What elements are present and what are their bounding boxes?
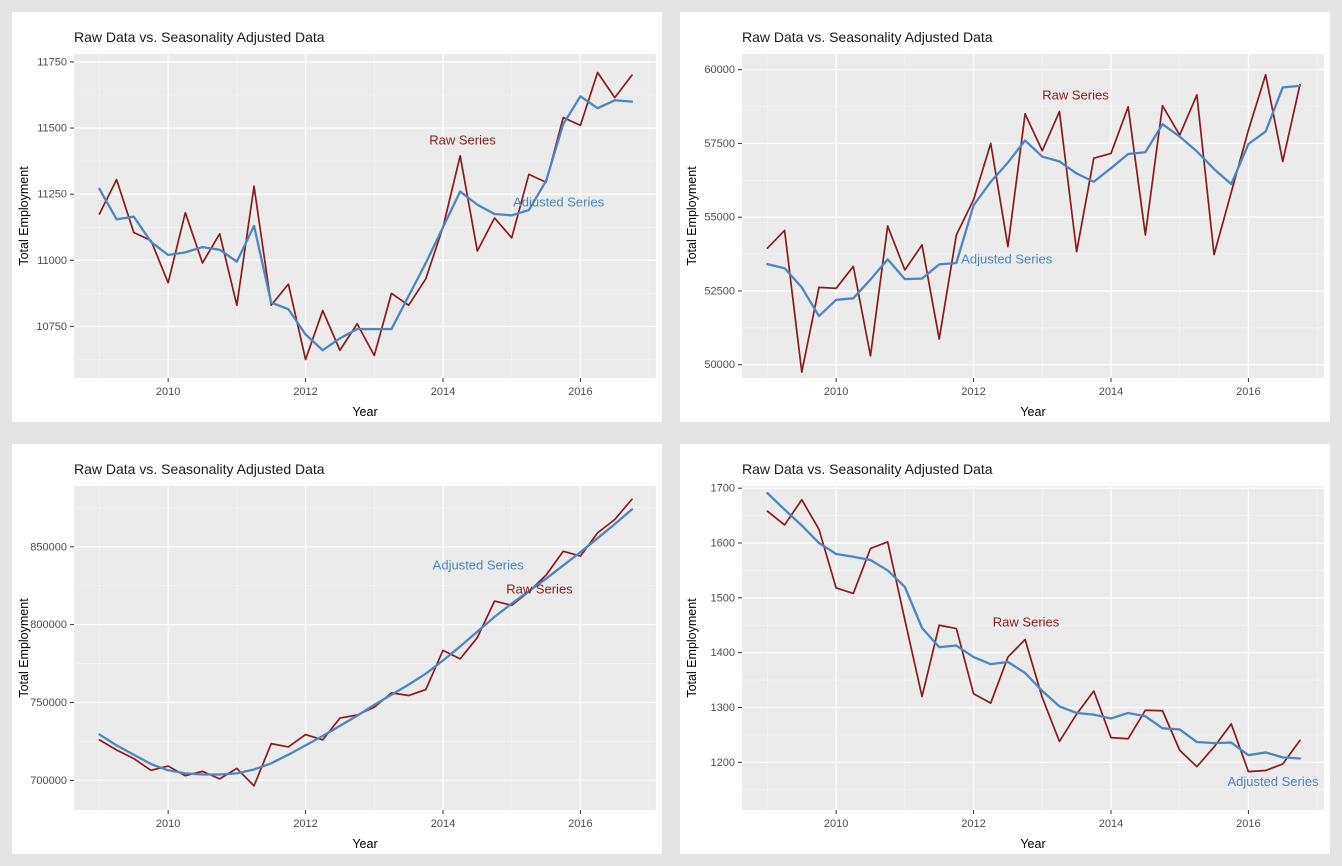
- x-tick-label: 2014: [1099, 818, 1123, 830]
- x-tick-label: 2010: [156, 386, 180, 398]
- y-tick-label: 50000: [704, 359, 735, 371]
- y-tick-label: 1500: [711, 592, 735, 604]
- adjusted-series-label: Adjusted Series: [513, 195, 605, 210]
- raw-series-line: [766, 498, 1301, 773]
- x-tick-label: 2010: [824, 818, 848, 830]
- x-tick-label: 2016: [568, 818, 592, 830]
- raw-series-line: [98, 71, 633, 361]
- y-axis-title: Total Employment: [685, 166, 699, 266]
- chart-title: Raw Data vs. Seasonality Adjusted Data: [742, 29, 993, 45]
- x-tick-label: 2010: [824, 386, 848, 398]
- y-tick-label: 750000: [30, 697, 67, 709]
- y-tick-label: 11000: [37, 255, 67, 267]
- adjusted-series-line: [766, 84, 1302, 318]
- adjusted-series-line: [98, 508, 634, 776]
- y-tick-label: 57500: [704, 138, 735, 150]
- raw-series-label: Raw Series: [429, 132, 496, 147]
- panel-background: [74, 486, 656, 810]
- y-tick-label: 1600: [711, 538, 735, 550]
- adjusted-series-label: Adjusted Series: [961, 252, 1053, 267]
- x-axis-title: Year: [1020, 405, 1045, 419]
- x-tick-label: 2016: [1236, 818, 1260, 830]
- x-tick-label: 2014: [1099, 386, 1123, 398]
- y-axis-title: Total Employment: [17, 598, 31, 698]
- plot-area: 2010 2012 2014 2016 1200 1300 1400 1500 1600 1700…: [711, 483, 1324, 830]
- y-tick-label: 1200: [711, 757, 735, 769]
- y-tick-label: 850000: [30, 541, 67, 553]
- y-tick-label: 1700: [711, 483, 735, 495]
- x-axis-title: Year: [1020, 837, 1045, 851]
- panel-background: [74, 54, 656, 378]
- plot-area: 2010 2012 2014 2016 10750 11000 11250 11500 1175…: [36, 54, 656, 398]
- adjusted-series-label: Adjusted Series: [1227, 774, 1319, 789]
- panel-background: [742, 486, 1324, 810]
- y-axis-title: Total Employment: [685, 598, 699, 698]
- x-tick-label: 2012: [961, 818, 985, 830]
- x-axis-title: Year: [352, 405, 377, 419]
- y-axis-title: Total Employment: [17, 166, 31, 266]
- chart-title: Raw Data vs. Seasonality Adjusted Data: [74, 461, 325, 477]
- y-tick-label: 55000: [704, 212, 735, 224]
- y-tick-label: 700000: [30, 775, 67, 787]
- y-tick-label: 11750: [37, 56, 67, 68]
- chart-bottom-left: 2010 2012 2014 2016 700000 750000 800000 850000…: [17, 461, 656, 851]
- x-tick-label: 2012: [961, 386, 985, 398]
- raw-series-label: Raw Series: [993, 614, 1060, 629]
- y-tick-label: 1300: [711, 702, 735, 714]
- y-tick-label: 11250: [37, 189, 67, 201]
- chart-title: Raw Data vs. Seasonality Adjusted Data: [74, 29, 325, 45]
- y-tick-label: 1400: [711, 647, 735, 659]
- chart-card-bottom-left: 2010 2012 2014 2016 700000 750000 800000 850000…: [12, 444, 662, 854]
- chart-title: Raw Data vs. Seasonality Adjusted Data: [742, 461, 993, 477]
- plot-area: 2010 2012 2014 2016 50000 52500 55000 57500 6000…: [704, 54, 1324, 398]
- x-tick-label: 2014: [431, 818, 455, 830]
- x-tick-label: 2012: [293, 386, 317, 398]
- chart-card-top-right: 2010 2012 2014 2016 50000 52500 55000 57500 6000…: [680, 12, 1330, 422]
- x-tick-label: 2010: [156, 818, 180, 830]
- x-axis-title: Year: [352, 837, 377, 851]
- chart-card-bottom-right: 2010 2012 2014 2016 1200 1300 1400 1500 1600 1700…: [680, 444, 1330, 854]
- chart-top-left: 2010 2012 2014 2016 10750 11000 11250 11500 1175…: [17, 29, 656, 419]
- chart-top-right: 2010 2012 2014 2016 50000 52500 55000 57500 6000…: [685, 29, 1324, 419]
- adjusted-series-label: Adjusted Series: [433, 557, 525, 572]
- x-tick-label: 2016: [1236, 386, 1260, 398]
- panel-background: [742, 54, 1324, 378]
- x-tick-label: 2012: [293, 818, 317, 830]
- adjusted-series-line: [98, 95, 634, 352]
- chart-bottom-right: 2010 2012 2014 2016 1200 1300 1400 1500 1600 1700…: [685, 461, 1324, 851]
- x-tick-label: 2014: [431, 386, 455, 398]
- y-tick-label: 11500: [37, 123, 67, 135]
- raw-series-label: Raw Series: [1042, 88, 1109, 103]
- raw-series-line: [766, 73, 1301, 373]
- y-tick-label: 52500: [704, 285, 735, 297]
- y-tick-label: 800000: [30, 619, 67, 631]
- plot-area: 2010 2012 2014 2016 700000 750000 800000 850000…: [30, 486, 656, 830]
- adjusted-series-line: [766, 491, 1302, 760]
- x-tick-label: 2016: [568, 386, 592, 398]
- y-tick-label: 10750: [36, 321, 67, 333]
- chart-card-top-left: 2010 2012 2014 2016 10750 11000 11250 11500 1175…: [12, 12, 662, 422]
- raw-series-label: Raw Series: [506, 581, 573, 596]
- y-tick-label: 60000: [704, 64, 735, 76]
